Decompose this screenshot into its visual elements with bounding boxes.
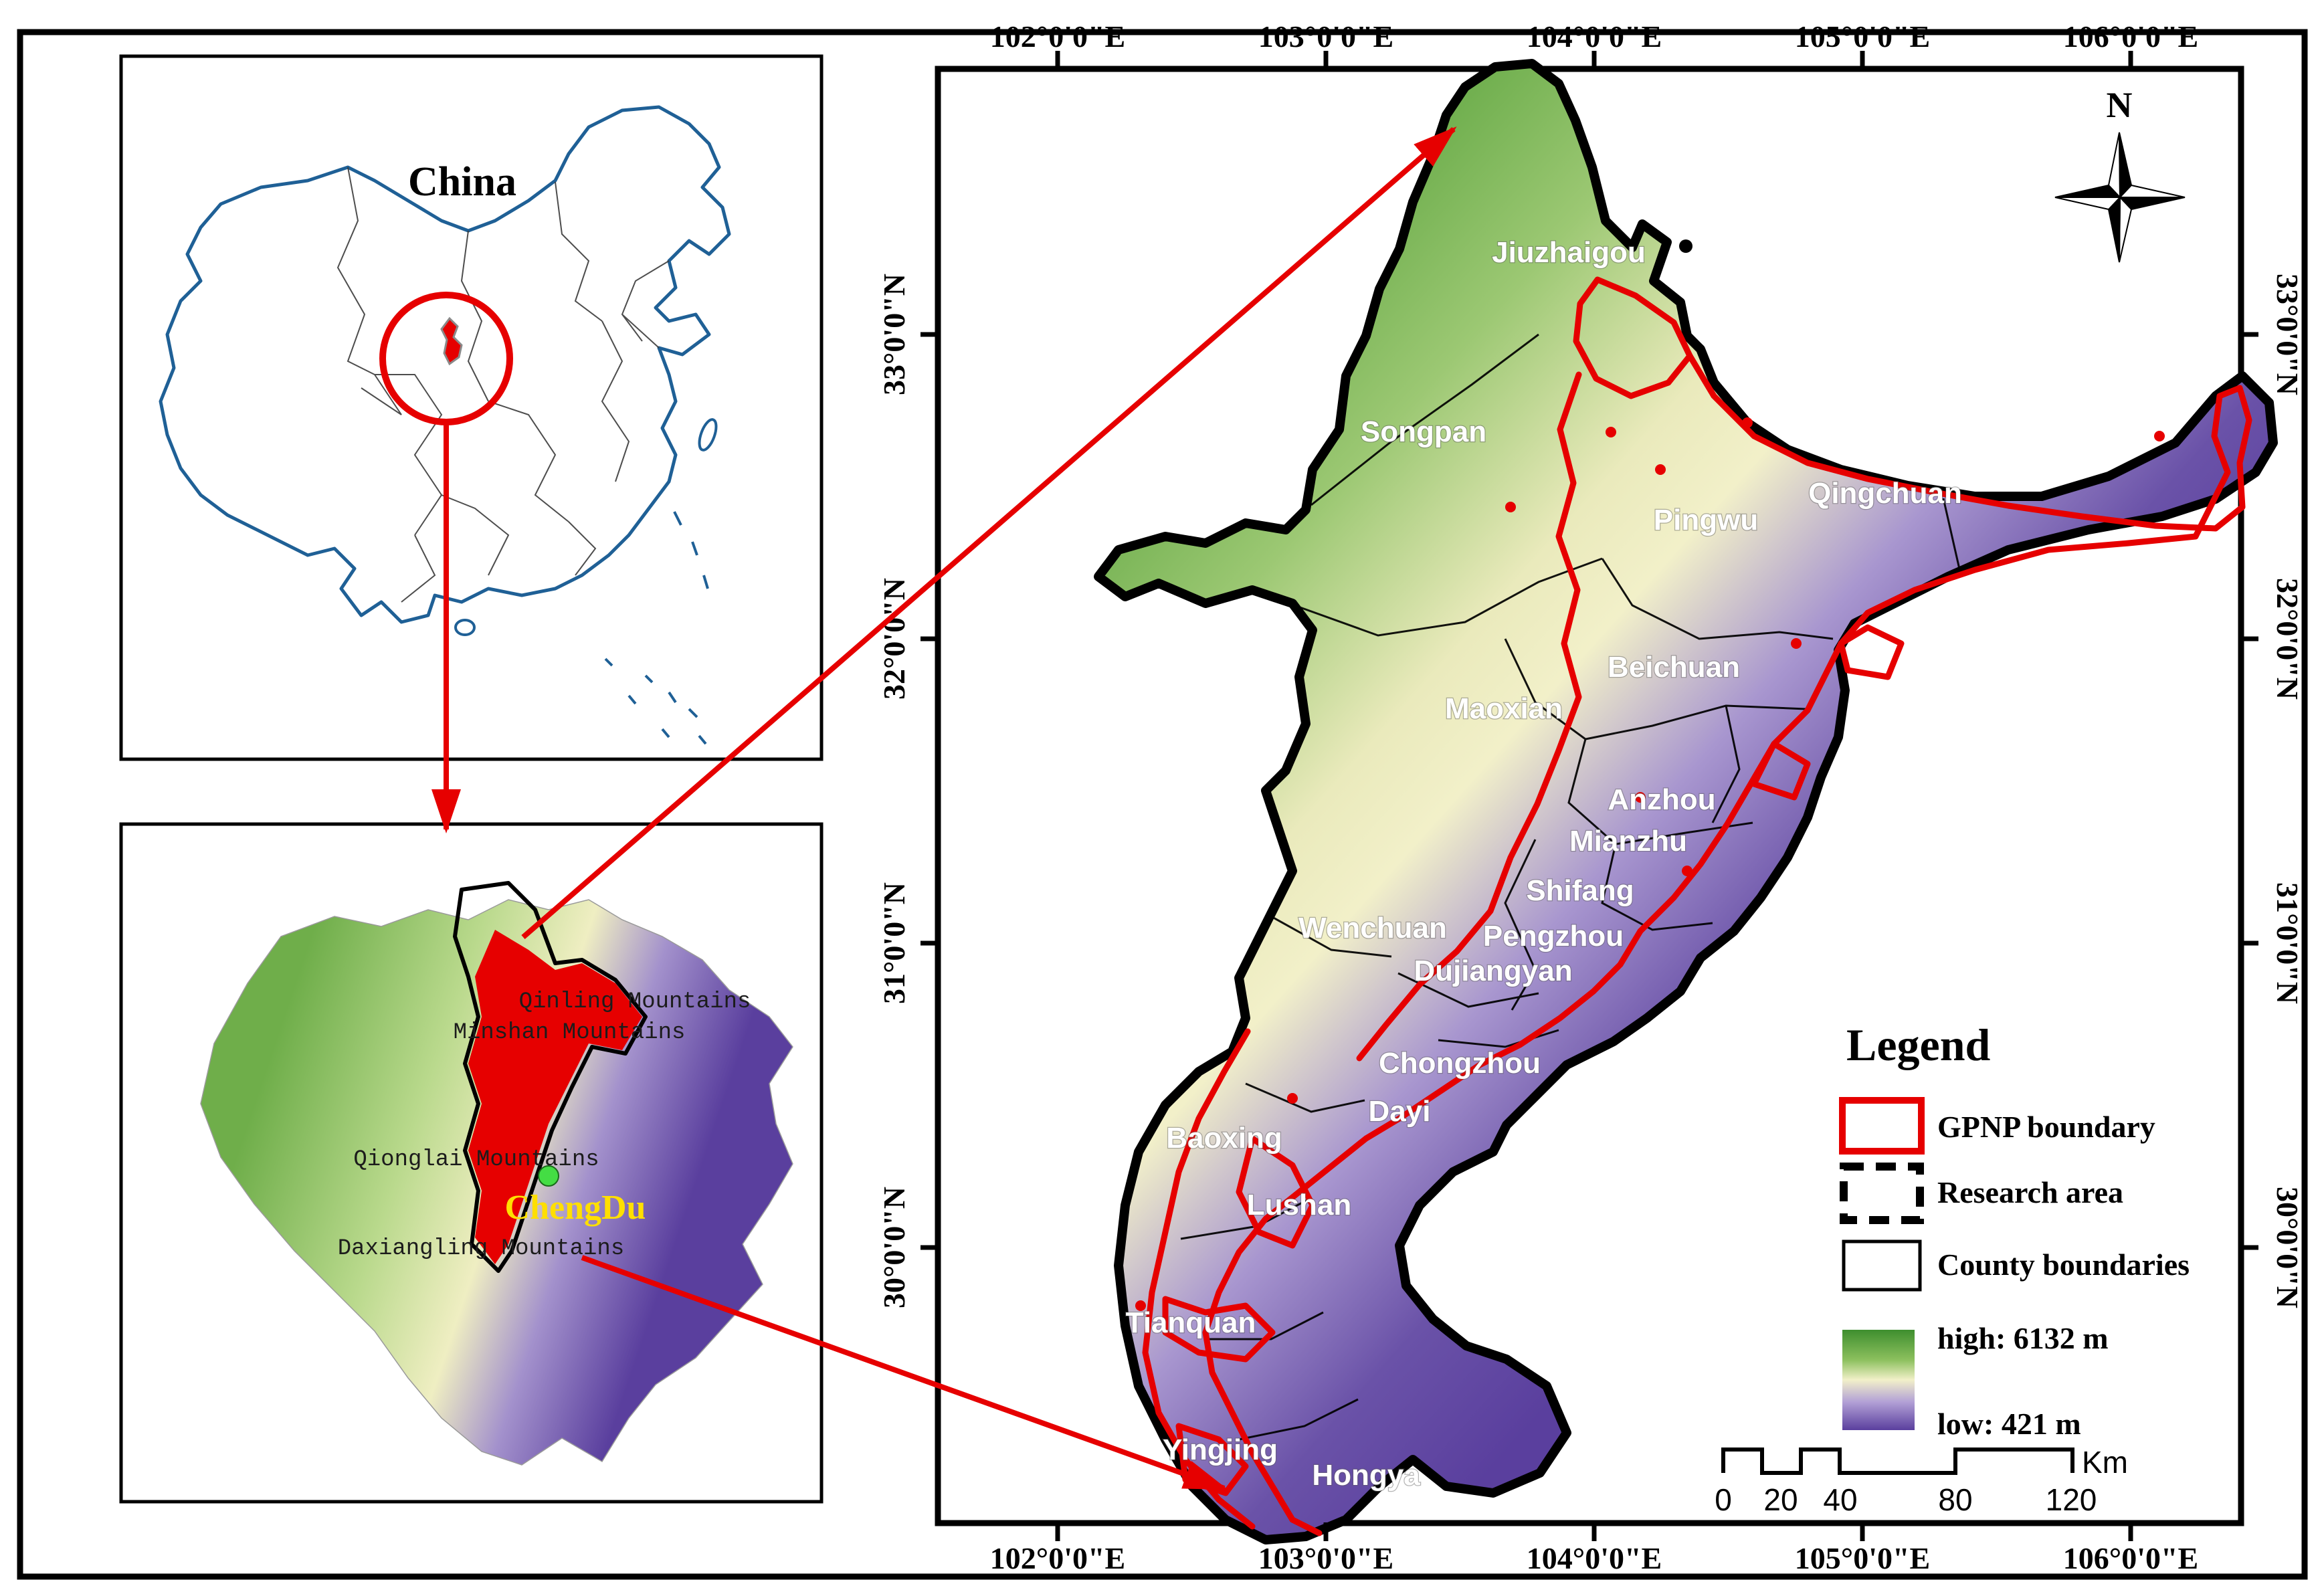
lon-label-top: 103°0'0"E [1258,19,1393,54]
lat-label-right: 33°0'0"N [2270,274,2305,395]
county-label: Jiuzhaigou [1492,236,1646,269]
chengdu-dot [538,1165,559,1187]
province-boundaries [336,167,670,603]
county-label: Pingwu [1654,504,1758,536]
legend-label-elevation-low: low: 421 m [1937,1407,2081,1441]
county-label: Lushan [1247,1189,1351,1221]
county-label: Beichuan [1608,651,1740,684]
scale-tick: 80 [1938,1482,1972,1517]
legend: Legend GPNP boundary Research area Count… [1839,1019,2190,1441]
county-label: Baoxing [1166,1122,1282,1155]
lon-label-bottom: 103°0'0"E [1258,1541,1393,1575]
county-label: Chongzhou [1379,1047,1541,1080]
lon-label-bottom: 102°0'0"E [990,1541,1125,1575]
lat-label-right: 31°0'0"N [2270,882,2305,1004]
scale-bar-line [1721,1448,2074,1475]
county-label: Hongya [1312,1459,1420,1492]
county-label: Songpan [1361,415,1486,448]
lon-label-bottom: 104°0'0"E [1527,1541,1662,1575]
scale-tick: 120 [2046,1482,2097,1517]
mountain-label: Minshan Mountains [454,1020,686,1045]
lon-label-top: 102°0'0"E [990,19,1125,54]
county-label: Wenchuan [1298,912,1447,944]
lat-label-left: 31°0'0"N [877,882,911,1004]
scale-bar: 0 20 40 80 120 Km [1715,1445,2128,1517]
north-arrow-label: N [2107,85,2133,125]
lat-label-right: 30°0'0"N [2270,1187,2305,1308]
legend-swatch-research-area [1840,1163,1924,1224]
mountain-label: Qinling Mountains [519,989,751,1015]
legend-swatch-gpnp [1839,1097,1925,1155]
county-labels: Jiuzhaigou Songpan Pingwu Qingchuan Beic… [1125,235,1963,1493]
lon-label-top: 104°0'0"E [1527,19,1662,54]
gpnp-region-sichuan [468,930,642,1264]
legend-title: Legend [1846,1019,1991,1070]
scale-tick: 0 [1715,1482,1732,1517]
lon-label-top: 105°0'0"E [1795,19,1930,54]
county-label: Qingchuan [1808,477,1962,510]
lon-label-bottom: 106°0'0"E [2063,1541,2198,1575]
lat-label-right: 32°0'0"N [2270,578,2305,700]
county-label: Pengzhou [1483,920,1624,953]
county-label: Tianquan [1126,1306,1256,1339]
north-arrow-icon [2054,132,2186,263]
county-label: Shifang [1526,874,1634,907]
gpnp-mini-region [440,316,463,366]
china-outline [159,105,731,624]
mountain-label: Daxiangling Mountains [338,1236,624,1262]
county-label: Mianzhu [1569,825,1687,858]
graticule-ticks [921,51,2258,1541]
lat-label-left: 32°0'0"N [877,578,911,700]
county-label: Dayi [1369,1095,1431,1128]
legend-label-county: County boundaries [1937,1248,2190,1282]
county-label: Dujiangyan [1414,955,1572,987]
mountain-label: Qionglai Mountains [353,1147,599,1173]
scale-unit: Km [2082,1445,2128,1480]
china-label: China [408,159,516,205]
county-boundaries [1180,333,1961,1441]
sichuan-to-main-top-arrow [521,126,1457,940]
sichuan-inset: Qinling Mountains Minshan Mountains Qion… [119,822,824,1504]
sichuan-to-main-bottom-arrow [581,1255,1228,1491]
chengdu-label: ChengDu [505,1189,646,1227]
islands [454,418,718,745]
lat-label-left: 33°0'0"N [877,274,911,395]
legend-swatch-county [1842,1239,1922,1292]
china-inset: China [119,54,824,761]
gpnp-fragments [1135,417,2165,1311]
locator-arrows [431,126,1457,1491]
boundary-islet [1679,239,1692,253]
scale-tick: 20 [1763,1482,1798,1517]
legend-label-research-area: Research area [1937,1175,2123,1209]
legend-elevation-ramp [1842,1330,1915,1430]
legend-label-elevation-high: high: 6132 m [1937,1321,2109,1355]
scale-tick: 40 [1823,1482,1857,1517]
county-label: Maoxian [1445,692,1563,725]
county-label: Anzhou [1608,783,1715,816]
main-map: Jiuzhaigou Songpan Pingwu Qingchuan Beic… [877,19,2305,1575]
lon-label-top: 106°0'0"E [2063,19,2198,54]
lat-label-left: 30°0'0"N [877,1187,911,1308]
county-label: Yingjing [1163,1433,1278,1466]
lon-label-bottom: 105°0'0"E [1795,1541,1930,1575]
research-area-outline-inset [453,881,648,1273]
legend-label-gpnp: GPNP boundary [1937,1110,2155,1144]
